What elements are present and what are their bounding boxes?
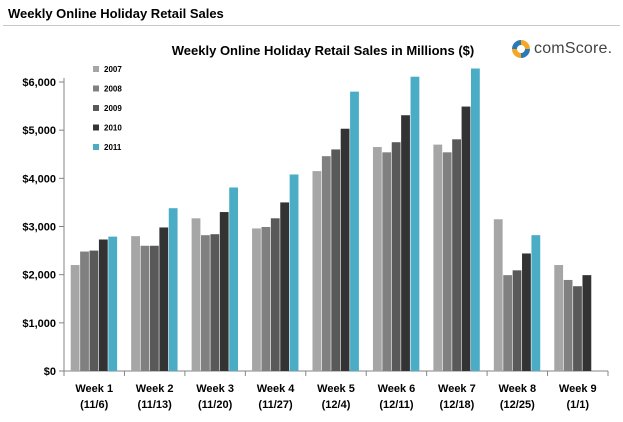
bar-2009-week-6 — [391, 142, 401, 371]
x-tick-sublabel: (11/13) — [138, 399, 173, 411]
legend-label-2010: 2010 — [104, 124, 122, 133]
bar-2009-week-3 — [210, 234, 220, 371]
bar-2008-week-2 — [140, 245, 150, 371]
y-tick-label: $5,000 — [22, 125, 56, 137]
bar-2011-week-7 — [470, 68, 480, 371]
bar-2007-week-5 — [312, 171, 322, 371]
bar-2011-week-6 — [410, 76, 420, 372]
x-tick-label: Week 5 — [317, 383, 355, 395]
y-tick-label: $3,000 — [22, 222, 56, 234]
x-tick-sublabel: (11/6) — [80, 399, 108, 411]
x-tick-label: Week 7 — [438, 383, 476, 395]
bar-2008-week-9 — [563, 279, 573, 371]
bar-2008-week-1 — [80, 251, 89, 371]
bar-2008-week-8 — [503, 275, 513, 371]
y-tick-label: $2,000 — [22, 270, 56, 282]
x-tick-label: Week 2 — [136, 383, 174, 395]
page-title: Weekly Online Holiday Retail Sales — [8, 6, 224, 21]
brand-logo: comScore. — [511, 39, 612, 59]
bar-2008-week-3 — [201, 235, 210, 371]
bar-2010-week-5 — [340, 128, 350, 371]
legend-label-2009: 2009 — [104, 104, 122, 113]
x-tick-sublabel: (11/20) — [198, 399, 233, 411]
bar-2007-week-7 — [433, 144, 443, 371]
bar-2011-week-8 — [531, 235, 541, 371]
y-tick-label: $4,000 — [22, 173, 56, 185]
legend-label-2007: 2007 — [104, 65, 122, 74]
bar-2009-week-9 — [573, 286, 582, 371]
bar-2011-week-1 — [108, 236, 118, 371]
bar-2007-week-3 — [191, 218, 201, 371]
x-tick-sublabel: (12/4) — [322, 399, 351, 411]
x-tick-label: Week 1 — [75, 383, 113, 395]
legend-swatch-2008 — [93, 85, 99, 92]
bar-2010-week-9 — [582, 275, 592, 371]
y-tick-label: $6,000 — [22, 77, 56, 89]
bar-2011-week-4 — [289, 174, 299, 371]
bar-2010-week-8 — [522, 253, 531, 371]
bar-2009-week-5 — [331, 149, 341, 371]
bar-2010-week-2 — [159, 227, 169, 371]
legend-swatch-2011 — [93, 144, 99, 150]
x-tick-sublabel: (12/25) — [500, 399, 535, 411]
x-tick-label: Week 9 — [559, 383, 597, 395]
bar-2009-week-4 — [270, 218, 280, 371]
bar-2007-week-9 — [554, 265, 564, 371]
chart-panel: comScore. Weekly Online Holiday Retail S… — [3, 25, 620, 419]
bar-2008-week-6 — [382, 152, 392, 371]
bar-2011-week-3 — [229, 187, 239, 371]
bar-2007-week-8 — [493, 219, 503, 371]
legend-swatch-2010 — [93, 124, 99, 131]
legend-label-2008: 2008 — [104, 85, 122, 94]
bar-2009-week-8 — [512, 270, 522, 371]
brand-name: comScore. — [534, 40, 613, 57]
x-tick-label: Week 3 — [196, 383, 234, 395]
bar-2008-week-4 — [261, 226, 271, 371]
bar-2007-week-2 — [131, 236, 140, 371]
bar-2010-week-3 — [219, 212, 229, 371]
bar-2007-week-4 — [252, 228, 261, 371]
x-tick-label: Week 8 — [498, 383, 536, 395]
legend-label-2011: 2011 — [104, 143, 122, 152]
bar-2010-week-4 — [280, 202, 290, 371]
bar-2008-week-5 — [321, 156, 331, 371]
legend-swatch-2007 — [93, 66, 99, 72]
y-tick-label: $0 — [44, 366, 56, 378]
bar-2009-week-7 — [452, 139, 461, 371]
x-tick-label: Week 4 — [257, 383, 296, 395]
x-tick-sublabel: (12/18) — [439, 399, 474, 411]
bar-2007-week-1 — [70, 265, 80, 371]
bar-2010-week-1 — [98, 239, 108, 371]
legend-swatch-2009 — [93, 105, 99, 111]
bar-2011-week-5 — [350, 91, 359, 371]
bar-2009-week-2 — [149, 245, 159, 371]
comscore-logo-icon — [512, 40, 530, 58]
bar-2010-week-6 — [401, 115, 410, 371]
bar-2009-week-1 — [89, 250, 99, 371]
x-tick-sublabel: (11/27) — [258, 399, 293, 411]
bar-chart: Weekly Online Holiday Retail Sales in Mi… — [22, 43, 609, 411]
bar-2010-week-7 — [461, 106, 471, 371]
bar-2011-week-2 — [168, 208, 178, 371]
x-tick-label: Week 6 — [378, 383, 416, 395]
x-tick-sublabel: (1/1) — [566, 399, 589, 411]
bar-2007-week-6 — [372, 147, 382, 371]
chart-title: Weekly Online Holiday Retail Sales in Mi… — [172, 43, 474, 58]
y-tick-label: $1,000 — [22, 318, 56, 330]
x-tick-sublabel: (12/11) — [379, 399, 414, 411]
bar-2008-week-7 — [442, 152, 452, 371]
